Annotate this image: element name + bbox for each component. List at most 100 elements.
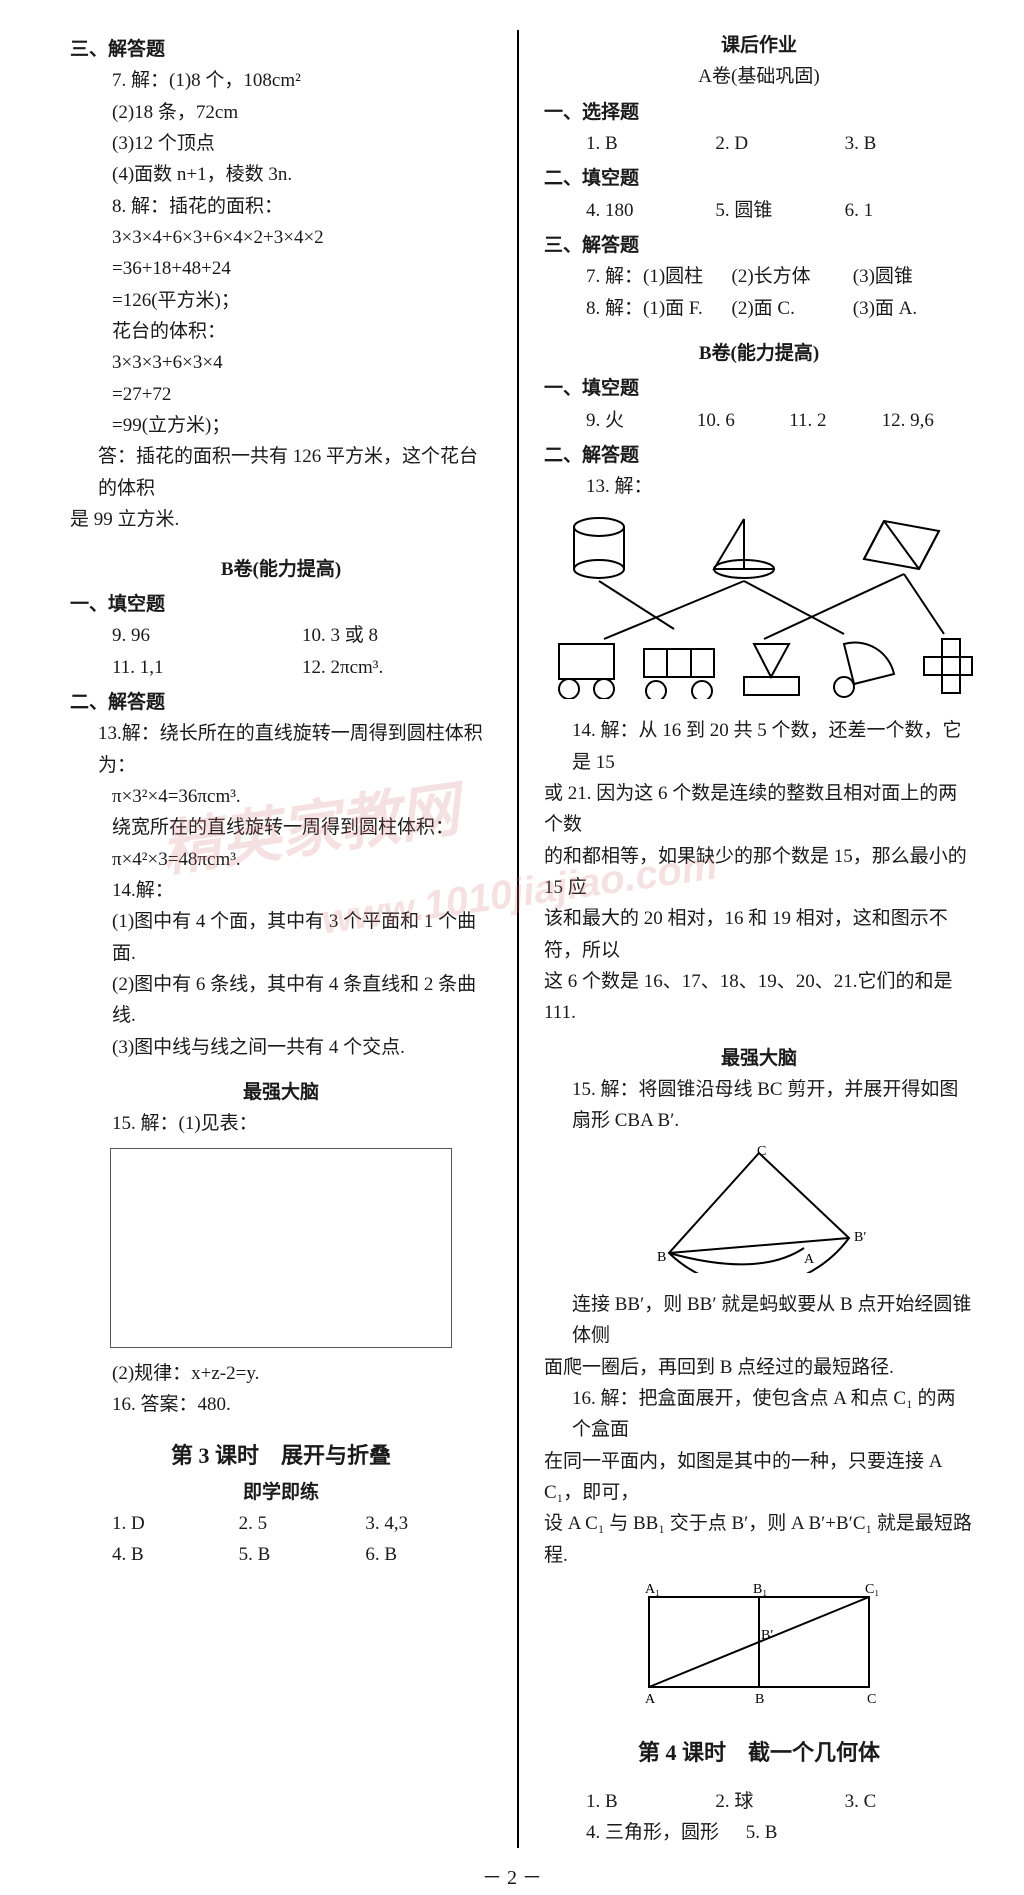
l4-row1: 1. B 2. 球 3. C	[544, 1786, 974, 1817]
svg-text:B₁: B₁	[753, 1582, 767, 1597]
a1: 1. B	[586, 128, 715, 159]
page: 三、解答题 7. 解：(1)8 个，108cm² (2)18 条，72cm (3…	[0, 0, 1024, 1858]
b-s1-right: 一、填空题	[544, 373, 974, 404]
b13h: 13.解：绕长所在的直线旋转一周得到圆柱体积为：	[70, 718, 492, 781]
b11: 11. 1,1	[112, 652, 302, 683]
box-unfold-diagram: A₁ B₁ C₁ A B C B′	[544, 1577, 974, 1717]
q8-l5: 3×3×3+6×3×4	[70, 347, 492, 378]
q7-1: 7. 解：(1)8 个，108cm²	[70, 65, 492, 96]
a2: 2. D	[715, 128, 844, 159]
b14a: (1)图中有 4 个面，其中有 3 个平面和 1 个曲面.	[70, 906, 492, 969]
b9r: 9. 火	[586, 405, 697, 436]
brain-title-left: 最强大脑	[70, 1077, 492, 1108]
svg-text:C: C	[867, 1692, 876, 1707]
lesson4-title: 第 4 课时 截一个几何体	[544, 1735, 974, 1771]
l4-5: 5. B	[746, 1817, 860, 1848]
q8-l4: 花台的体积：	[70, 316, 492, 347]
lesson3-sub: 即学即练	[70, 1477, 492, 1508]
q15r: (2)规律：x+z-2=y.	[70, 1358, 492, 1389]
a-row4: 8. 解：(1)面 F. (2)面 C. (3)面 A.	[544, 293, 974, 324]
a8b: (2)面 C.	[732, 293, 853, 324]
lesson3-title: 第 3 课时 展开与折叠	[70, 1438, 492, 1474]
q15b: 面爬一圈后，再回到 B 点经过的最短路径.	[544, 1352, 974, 1383]
svg-text:A: A	[645, 1692, 656, 1707]
cone-sector-diagram: C B B′ A	[544, 1143, 974, 1283]
l3-row1: 1. D 2. 5 3. 4,3	[70, 1508, 492, 1539]
a8: 8. 解：(1)面 F.	[586, 293, 732, 324]
l3-5: 5. B	[239, 1539, 366, 1570]
a8c: (3)面 A.	[853, 293, 974, 324]
l4-1: 1. B	[586, 1786, 715, 1817]
q8-l3: =126(平方米)；	[70, 285, 492, 316]
a-row2: 4. 180 5. 圆锥 6. 1	[544, 195, 974, 226]
q14-1: 14. 解：从 16 到 20 共 5 个数，还差一个数，它是 15	[544, 715, 974, 778]
a7: 7. 解：(1)圆柱	[586, 261, 732, 292]
svg-text:A₁: A₁	[645, 1582, 660, 1597]
q15a: 连接 BB′，则 BB′ 就是蚂蚁要从 B 点开始经圆锥体侧	[544, 1289, 974, 1352]
q16-left: 16. 答案：480.	[70, 1389, 492, 1420]
q16-2: 在同一平面内，如图是其中的一种，只要连接 A C₁，即可，	[544, 1446, 974, 1509]
q16-3: 设 A C₁ 与 BB₁ 交于点 B′，则 A B′+B′C₁ 就是最短路程.	[544, 1508, 974, 1571]
left-column: 三、解答题 7. 解：(1)8 个，108cm² (2)18 条，72cm (3…	[70, 30, 512, 1848]
q8-l2: =36+18+48+24	[70, 253, 492, 284]
a5: 5. 圆锥	[715, 195, 844, 226]
l4-4: 4. 三角形，圆形	[586, 1817, 746, 1848]
b14h: 14.解：	[70, 875, 492, 906]
q7-2: (2)18 条，72cm	[70, 97, 492, 128]
l3-1: 1. D	[112, 1508, 239, 1539]
b14b: (2)图中有 6 条线，其中有 4 条直线和 2 条曲线.	[70, 969, 492, 1032]
l3-2: 2. 5	[239, 1508, 366, 1539]
svg-text:A: A	[804, 1252, 815, 1267]
b9: 9. 96	[112, 620, 302, 651]
l3-3: 3. 4,3	[365, 1508, 492, 1539]
svg-text:C: C	[757, 1144, 766, 1159]
q8-l1: 3×3×4+6×3+6×4×2+3×4×2	[70, 222, 492, 253]
a-row1: 1. B 2. D 3. B	[544, 128, 974, 159]
l4-2: 2. 球	[715, 1786, 844, 1817]
b12: 12. 2πcm³.	[302, 652, 492, 683]
a4: 4. 180	[586, 195, 715, 226]
b10: 10. 3 或 8	[302, 620, 492, 651]
solids-nets-diagram	[544, 509, 974, 709]
a-s2: 二、填空题	[544, 163, 974, 194]
a3: 3. B	[845, 128, 974, 159]
page-number: － 2 －	[0, 1862, 1024, 1895]
b-s2-left: 二、解答题	[70, 687, 492, 718]
b-s1-left: 一、填空题	[70, 589, 492, 620]
section-3-heading: 三、解答题	[70, 34, 492, 65]
b-row1: 9. 火 10. 6 11. 2 12. 9,6	[544, 405, 974, 436]
b14c: (3)图中线与线之间一共有 4 个交点.	[70, 1032, 492, 1063]
q16-1: 16. 解：把盒面展开，使包含点 A 和点 C₁ 的两个盒面	[544, 1383, 974, 1446]
b12r: 12. 9,6	[882, 405, 974, 436]
a-row3: 7. 解：(1)圆柱 (2)长方体 (3)圆锥	[544, 261, 974, 292]
brain-title-right: 最强大脑	[544, 1043, 974, 1074]
b10r: 10. 6	[697, 405, 789, 436]
a6: 6. 1	[845, 195, 974, 226]
l3-6: 6. B	[365, 1539, 492, 1570]
q8-head: 8. 解：插花的面积：	[70, 191, 492, 222]
q8-ans1: 答：插花的面积一共有 126 平方米，这个花台的体积	[70, 441, 492, 504]
l4-3: 3. C	[845, 1786, 974, 1817]
row-b9: 9. 96 10. 3 或 8	[70, 620, 492, 651]
a-s1: 一、选择题	[544, 97, 974, 128]
svg-text:B: B	[755, 1692, 764, 1707]
blank-table	[110, 1148, 452, 1348]
l3-row2: 4. B 5. B 6. B	[70, 1539, 492, 1570]
b13r: 13. 解：	[544, 471, 974, 502]
q7-4: (4)面数 n+1，棱数 3n.	[70, 159, 492, 190]
b13a: π×3²×4=36πcm³.	[70, 781, 492, 812]
q8-l7: =99(立方米)；	[70, 410, 492, 441]
q8-ans2: 是 99 立方米.	[70, 504, 492, 535]
svg-text:B: B	[657, 1250, 666, 1265]
b-title-right: B卷(能力提高)	[544, 338, 974, 369]
q7-3: (3)12 个顶点	[70, 128, 492, 159]
hw-title: 课后作业	[544, 30, 974, 61]
row-b11: 11. 1,1 12. 2πcm³.	[70, 652, 492, 683]
column-divider	[517, 30, 519, 1848]
q14-2: 或 21. 因为这 6 个数是连续的整数且相对面上的两个数	[544, 778, 974, 841]
a7c: (3)圆锥	[853, 261, 974, 292]
q14-5: 这 6 个数是 16、17、18、19、20、21.它们的和是 111.	[544, 966, 974, 1029]
a-s3: 三、解答题	[544, 230, 974, 261]
right-column: 课后作业 A卷(基础巩固) 一、选择题 1. B 2. D 3. B 二、填空题…	[524, 30, 974, 1848]
b11r: 11. 2	[789, 405, 881, 436]
